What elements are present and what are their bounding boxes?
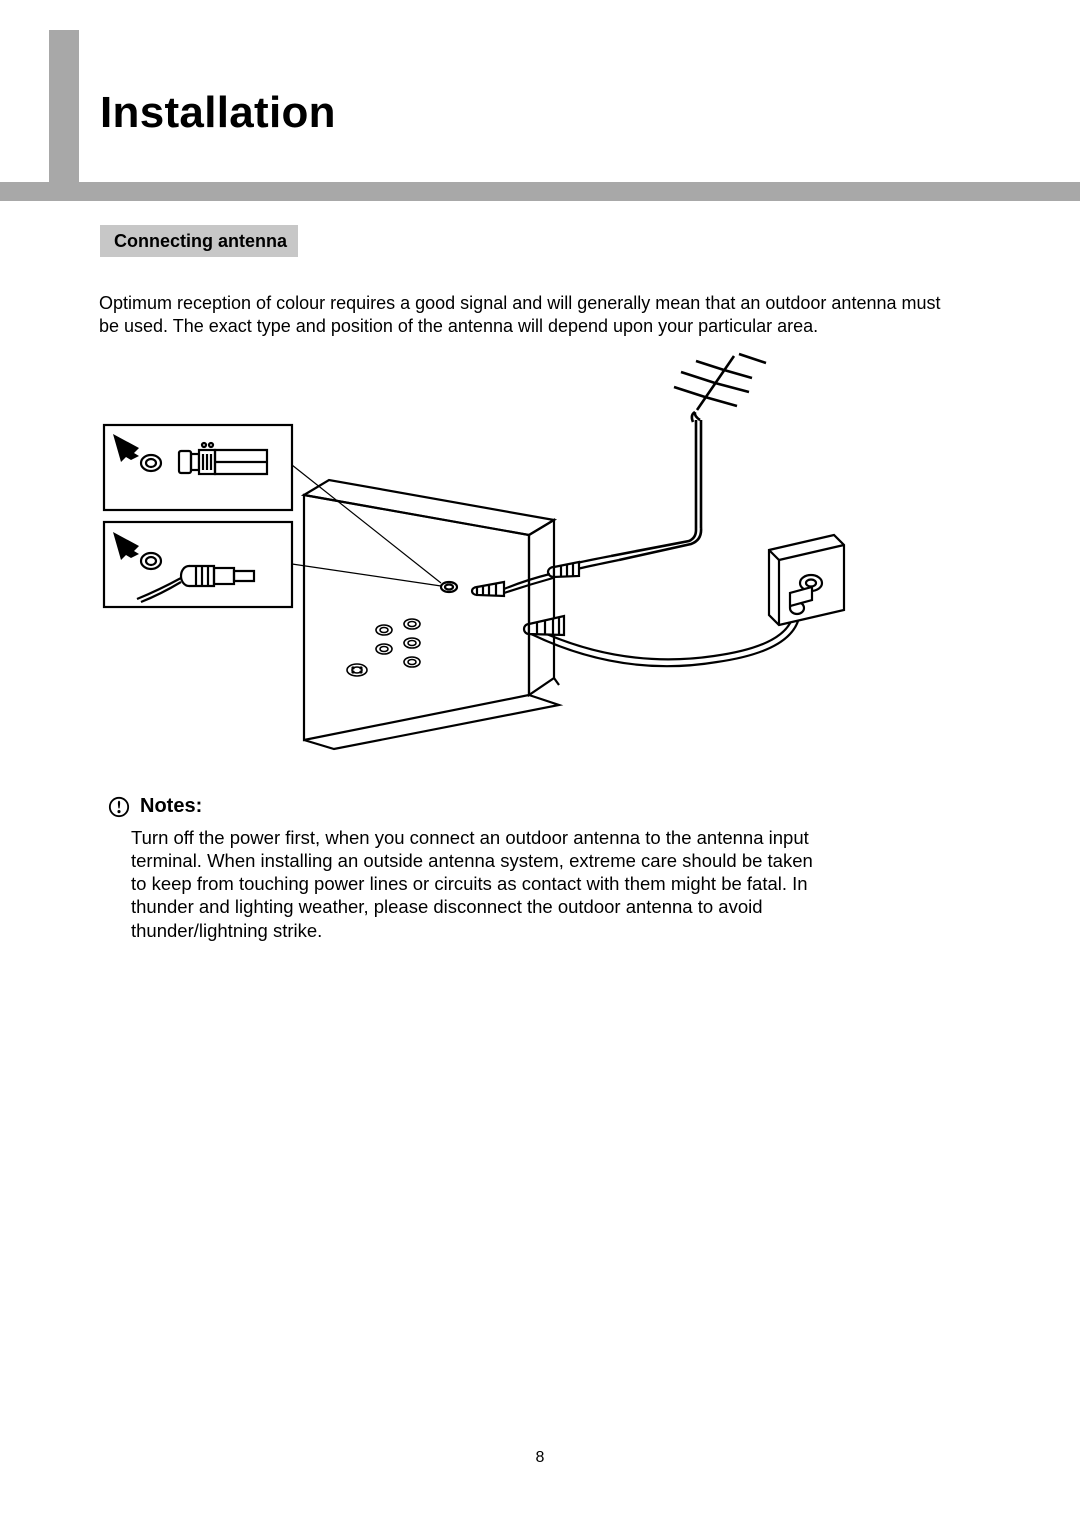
warning-icon <box>108 796 130 818</box>
notes-label: Notes: <box>140 795 202 818</box>
title-side-bar <box>49 30 79 182</box>
page-title: Installation <box>100 88 336 138</box>
antenna-cable <box>472 556 619 596</box>
tv-rear-panel <box>304 480 559 749</box>
inset-bottom <box>104 522 292 607</box>
page-number: 8 <box>0 1449 1080 1467</box>
document-page: Installation Connecting antenna Optimum … <box>0 0 1080 1527</box>
antenna-connection-diagram <box>99 350 859 760</box>
subheading-box: Connecting antenna <box>100 225 298 257</box>
notes-header: Notes: <box>108 795 202 818</box>
outdoor-antenna-icon <box>611 354 766 560</box>
notes-body: Turn off the power first, when you conne… <box>131 826 831 942</box>
header-divider-band <box>0 182 1080 201</box>
inset-top <box>104 425 292 510</box>
description-paragraph: Optimum reception of colour requires a g… <box>99 292 944 337</box>
subheading-text: Connecting antenna <box>114 231 287 252</box>
wall-socket-cable <box>524 535 844 666</box>
